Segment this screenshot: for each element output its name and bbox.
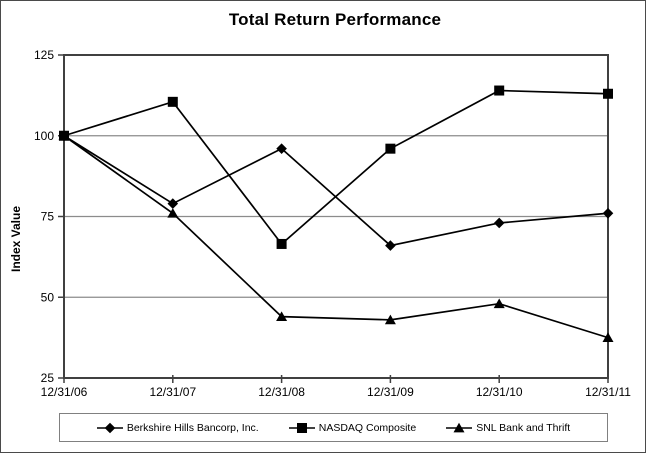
marker-diamond-berkshire-hills-bancorp-inc <box>493 217 505 229</box>
legend-label-snl-bank-and-thrift: SNL Bank and Thrift <box>476 421 571 434</box>
marker-square-nasdaq-composite <box>494 85 505 96</box>
marker-triangle-snl-bank-and-thrift <box>602 332 614 343</box>
y-axis-title: Index Value <box>9 205 23 273</box>
x-tick-label: 12/31/10 <box>476 385 523 399</box>
legend-item-nasdaq-composite: NASDAQ Composite <box>288 421 417 434</box>
series-line-snl-bank-and-thrift <box>63 135 609 339</box>
x-tick-label: 12/31/08 <box>258 385 305 399</box>
marker-diamond-berkshire-hills-bancorp-inc <box>276 143 287 154</box>
x-tick-label: 12/31/11 <box>585 385 631 399</box>
marker-triangle-snl-bank-and-thrift <box>167 208 179 218</box>
marker-square-nasdaq-composite <box>603 88 613 99</box>
marker-square-nasdaq-composite <box>59 130 69 141</box>
marker-triangle-snl-bank-and-thrift <box>493 298 505 309</box>
legend: Berkshire Hills Bancorp, Inc. NASDAQ Comp… <box>59 413 608 442</box>
legend-label-berkshire-hills-bancorp-inc: Berkshire Hills Bancorp, Inc. <box>126 421 259 434</box>
legend-label-nasdaq-composite: NASDAQ Composite <box>318 421 417 434</box>
chart-title: Total Return Performance <box>228 10 442 29</box>
y-tick-label: 50 <box>41 290 55 304</box>
x-tick-label: 12/31/06 <box>41 385 88 399</box>
marker-triangle-snl-bank-and-thrift <box>276 311 288 322</box>
marker-triangle-snl-bank-and-thrift <box>384 314 396 325</box>
y-tick-label: 25 <box>41 371 55 385</box>
marker-square-nasdaq-composite <box>167 96 178 107</box>
legend-diamond-marker <box>104 422 116 433</box>
legend-square-marker <box>296 422 307 433</box>
series-line-nasdaq-composite <box>63 89 609 246</box>
marker-diamond-berkshire-hills-bancorp-inc <box>602 207 614 219</box>
legend-item-berkshire-hills-bancorp-inc: Berkshire Hills Bancorp, Inc. <box>96 421 259 434</box>
diamond-marker-icon <box>96 422 123 433</box>
y-tick-label: 100 <box>34 129 54 143</box>
x-tick-label: 12/31/09 <box>367 385 414 399</box>
x-tick-label: 12/31/07 <box>149 385 196 399</box>
series-line-berkshire-hills-bancorp-inc <box>63 135 609 247</box>
y-tick-label: 125 <box>34 48 54 62</box>
square-marker-icon <box>288 422 315 433</box>
marker-square-nasdaq-composite <box>276 238 287 249</box>
legend-item-snl-bank-and-thrift: SNL Bank and Thrift <box>446 422 570 434</box>
marker-diamond-berkshire-hills-bancorp-inc <box>385 240 396 251</box>
triangle-marker-icon <box>446 422 473 432</box>
marker-square-nasdaq-composite <box>385 143 396 154</box>
marker-diamond-berkshire-hills-bancorp-inc <box>167 198 179 209</box>
y-tick-label: 75 <box>41 210 55 224</box>
legend-triangle-marker <box>453 422 465 432</box>
